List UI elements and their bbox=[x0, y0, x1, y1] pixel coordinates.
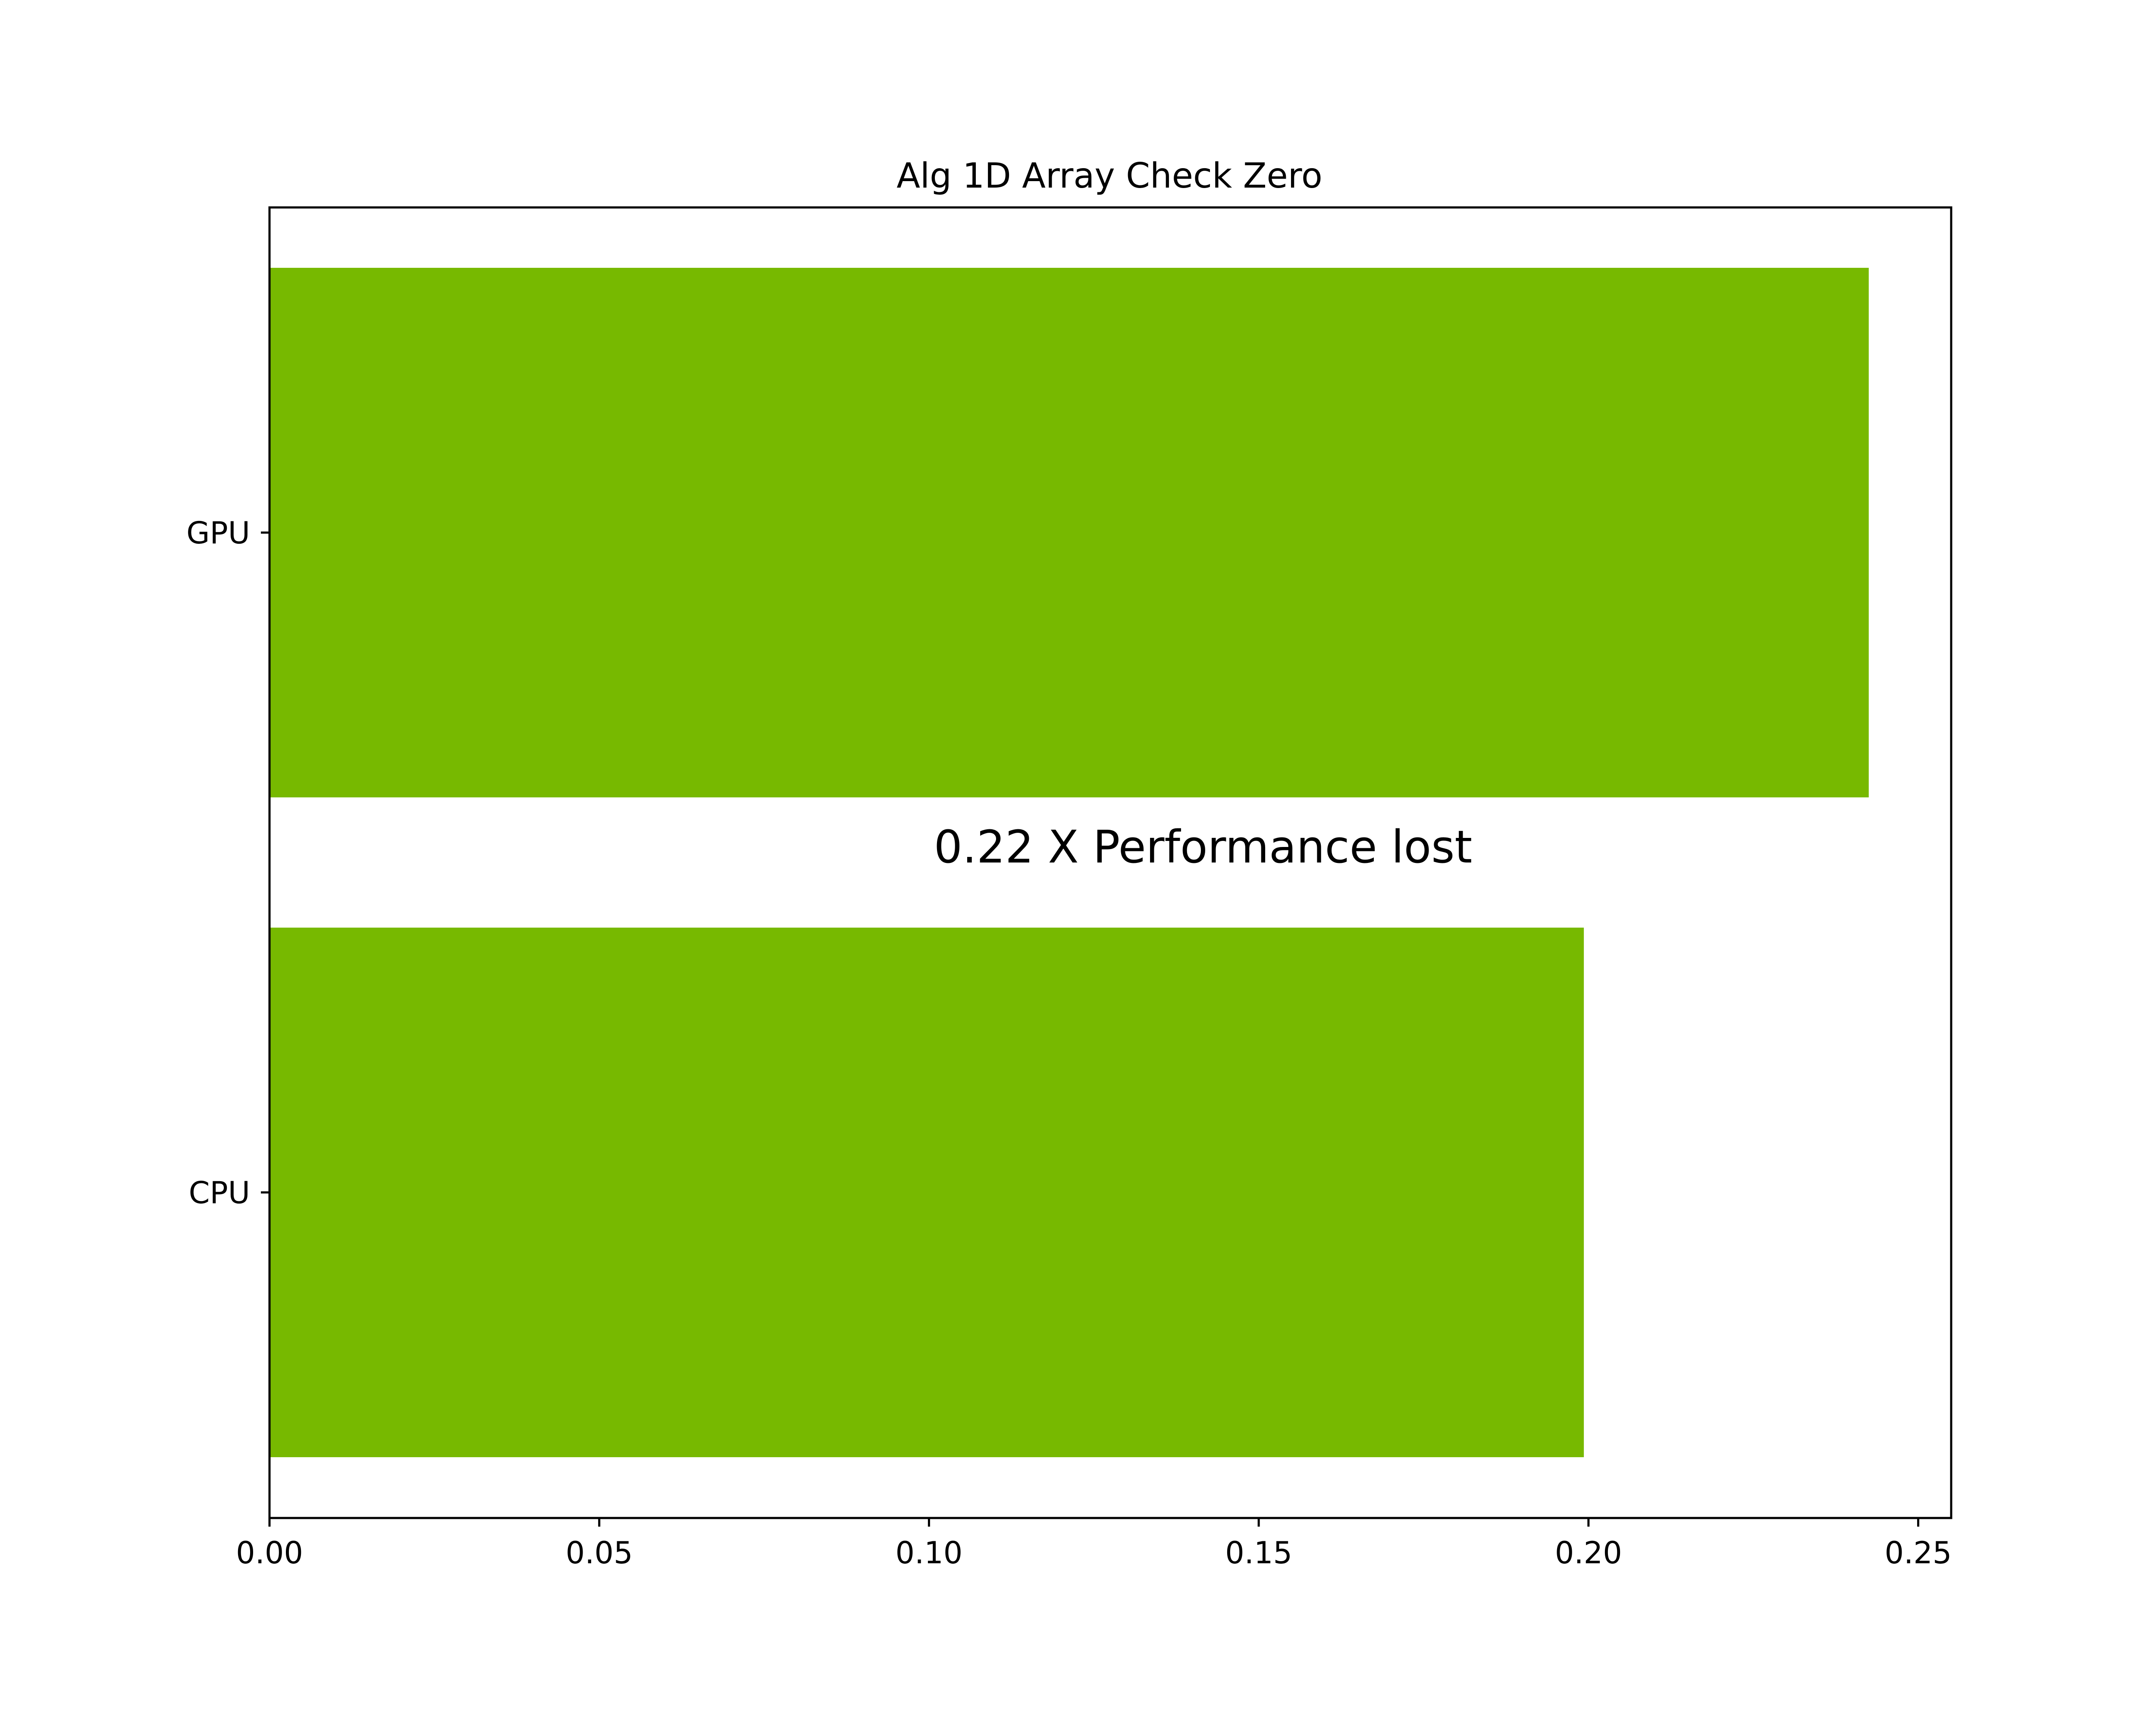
bar-cpu bbox=[270, 928, 1584, 1457]
x-tick-label: 0.25 bbox=[1885, 1535, 1952, 1571]
x-tick-label: 0.00 bbox=[236, 1535, 303, 1571]
x-tick-label: 0.15 bbox=[1225, 1535, 1292, 1571]
bar-gpu bbox=[270, 268, 1869, 797]
x-tick-label: 0.10 bbox=[895, 1535, 962, 1571]
performance-annotation: 0.22 X Performance lost bbox=[934, 821, 1473, 873]
y-axis: GPU CPU bbox=[186, 515, 270, 1211]
plot-frame bbox=[268, 206, 1952, 1519]
x-tick-label: 0.20 bbox=[1555, 1535, 1622, 1571]
y-tick-label: CPU bbox=[189, 1175, 250, 1211]
y-tick-label: GPU bbox=[186, 515, 250, 551]
chart-title: Alg 1D Array Check Zero bbox=[896, 156, 1322, 196]
x-tick-label: 0.05 bbox=[566, 1535, 633, 1571]
bars-group bbox=[270, 268, 1869, 1457]
x-axis: 0.00 0.05 0.10 0.15 0.20 0.25 bbox=[236, 1518, 1952, 1571]
